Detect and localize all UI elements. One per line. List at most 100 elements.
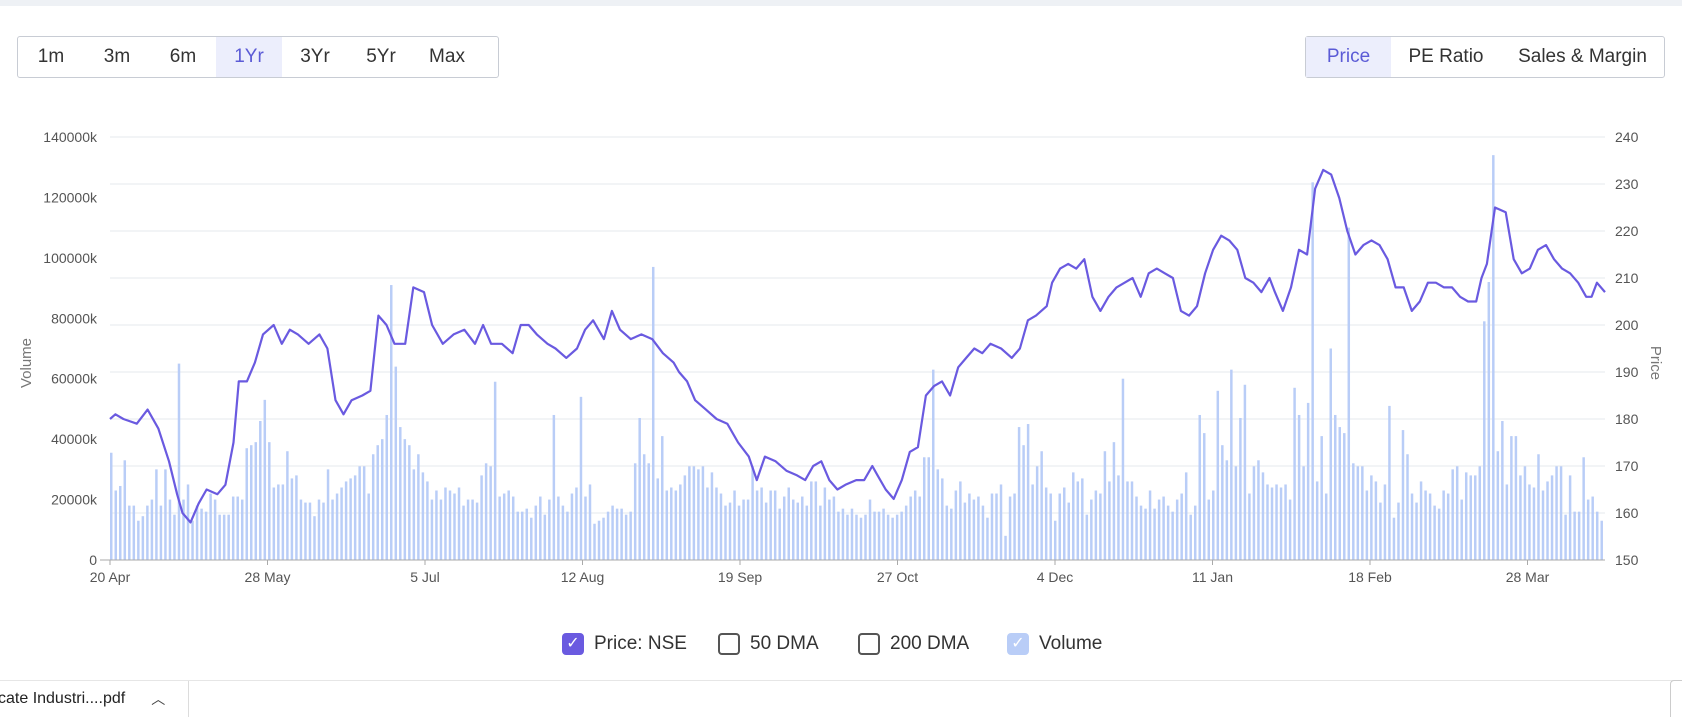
x-tick-label: 5 Jul [410, 569, 440, 585]
volume-bar [231, 496, 235, 560]
volume-bar [263, 399, 267, 560]
volume-bar [390, 285, 393, 560]
view-button-sales-margin[interactable]: Sales & Margin [1518, 46, 1647, 67]
volume-bar [1374, 481, 1378, 560]
volume-bar [719, 493, 723, 560]
volume-bar [1541, 490, 1545, 560]
range-button-1m[interactable]: 1m [37, 46, 65, 67]
view-button-price[interactable]: Price [1306, 37, 1391, 77]
volume-bar [846, 514, 849, 560]
view-button-pe-ratio[interactable]: PE Ratio [1408, 46, 1484, 67]
legend-volume[interactable]: ✓ Volume [1007, 628, 1102, 660]
volume-bar [1505, 484, 1509, 560]
x-tick-label: 27 Oct [877, 569, 918, 585]
range-button-3yr[interactable]: 3Yr [300, 46, 330, 67]
volume-bar [1225, 460, 1229, 560]
legend-50dma[interactable]: 50 DMA [718, 628, 819, 660]
volume-bar [647, 463, 650, 560]
volume-bar [530, 517, 533, 560]
volume-bar [448, 490, 452, 560]
volume-bar [1135, 496, 1138, 560]
checkbox-checked-icon[interactable]: ✓ [1007, 633, 1029, 655]
volume-bar [304, 502, 307, 560]
volume-bar [1559, 466, 1563, 560]
volume-bar [1193, 505, 1197, 560]
volume-bar [1013, 493, 1016, 560]
volume-bar [755, 490, 759, 560]
volume-bar [399, 427, 402, 560]
volume-bar [159, 505, 163, 560]
volume-bar [597, 520, 601, 560]
volume-bar [511, 496, 515, 560]
volume-bar [1388, 405, 1391, 560]
volume-bar [593, 523, 596, 560]
volume-bar [688, 466, 691, 560]
volume-bar [602, 517, 605, 560]
volume-bar [1275, 484, 1278, 560]
volume-bar [769, 490, 772, 560]
range-button-3m[interactable]: 3m [103, 46, 131, 67]
legend-200dma-label: 200 DMA [890, 633, 970, 654]
legend-50dma-label: 50 DMA [750, 633, 819, 654]
volume-bar [850, 508, 854, 560]
volume-bar [570, 493, 574, 560]
volume-bar [927, 457, 930, 560]
volume-bar [308, 502, 312, 560]
volume-bar [200, 508, 203, 560]
legend-price-label: Price: NSE [594, 633, 687, 654]
y-right-tick-label: 200 [1615, 317, 1639, 333]
volume-bar [1365, 490, 1369, 560]
volume-bar [918, 496, 921, 560]
volume-bar [1600, 520, 1603, 560]
volume-bar [873, 511, 876, 560]
volume-bar [1361, 466, 1364, 560]
volume-bar [561, 505, 565, 560]
volume-bar [245, 448, 248, 560]
volume-bar [868, 499, 872, 560]
range-button-max[interactable]: Max [429, 46, 465, 67]
volume-bar [1324, 493, 1328, 560]
range-button-5yr[interactable]: 5Yr [366, 46, 396, 67]
volume-bar [1234, 466, 1238, 560]
volume-bar [1464, 472, 1468, 560]
volume-bar [932, 369, 935, 560]
chevron-up-icon[interactable]: ︿ [151, 691, 166, 707]
checkbox-checked-icon[interactable]: ✓ [562, 633, 584, 655]
volume-bar [299, 499, 303, 560]
volume-bar [195, 505, 199, 560]
volume-bar [1537, 454, 1540, 560]
volume-bar [1424, 490, 1427, 560]
volume-bar [665, 490, 669, 560]
volume-bar [1514, 436, 1518, 560]
volume-bar [737, 505, 741, 560]
volume-bar [904, 505, 908, 560]
y-left-tick-label: 0 [89, 552, 97, 568]
volume-bar [358, 466, 361, 560]
volume-bar [1311, 182, 1314, 560]
volume-bar [1478, 466, 1482, 560]
checkbox-empty-icon[interactable] [858, 633, 880, 655]
volume-bar [1595, 511, 1599, 560]
volume-bar [1058, 493, 1061, 560]
legend-200dma[interactable]: 200 DMA [858, 628, 969, 660]
volume-bar [1117, 475, 1120, 560]
volume-bar [344, 481, 348, 560]
y-left-tick-label: 120000k [43, 189, 98, 205]
volume-bar [751, 466, 754, 560]
volume-bar [968, 493, 971, 560]
volume-bar [584, 496, 587, 560]
volume-bar [462, 505, 465, 560]
volume-bar [1076, 481, 1080, 560]
volume-bar [633, 463, 637, 560]
range-button-6m[interactable]: 6m [169, 46, 197, 67]
volume-bar [1099, 493, 1102, 560]
volume-bar [1053, 520, 1057, 560]
legend-price[interactable]: ✓ Price: NSE [562, 628, 687, 660]
checkbox-empty-icon[interactable] [718, 633, 740, 655]
volume-bar [837, 511, 840, 560]
range-button-1yr[interactable]: 1Yr [216, 37, 282, 77]
range-selector: 1m 3m 6m 1Yr 3Yr 5Yr Max [17, 36, 499, 78]
volume-bar [1442, 490, 1445, 560]
volume-bar [1108, 481, 1111, 560]
download-item[interactable]: cate Industri....pdf ︿ [0, 681, 189, 717]
